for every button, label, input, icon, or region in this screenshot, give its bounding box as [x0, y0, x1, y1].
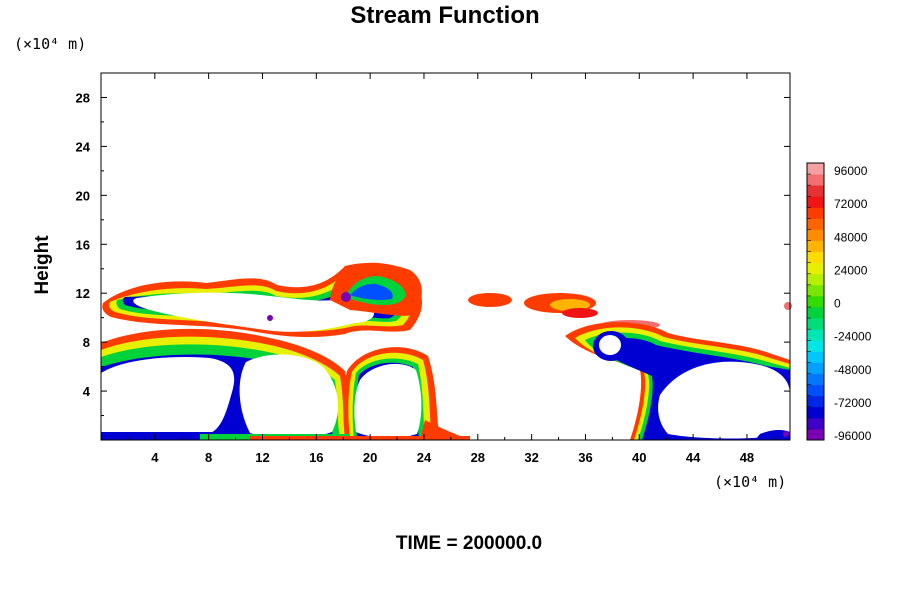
y-unit-label: (×10⁴ m) — [14, 35, 86, 53]
x-tick-label: 36 — [578, 450, 592, 465]
colorbar-swatch — [807, 218, 824, 230]
left-hole-b — [239, 354, 338, 439]
colorbar-swatch — [807, 406, 824, 419]
x-tick-label: 44 — [686, 450, 701, 465]
colorbar-swatch — [807, 417, 824, 430]
colorbar-label: -96000 — [834, 429, 872, 443]
x-tick-label: 40 — [632, 450, 646, 465]
central-cell-hole — [354, 363, 422, 438]
floor-red — [250, 436, 470, 440]
central-cell-tail — [420, 420, 470, 440]
contour-fields — [101, 262, 792, 440]
colorbar-swatch — [807, 362, 824, 374]
chart-title: Stream Function — [350, 2, 539, 29]
colorbar-swatch — [807, 163, 824, 175]
upper-band-hole — [133, 292, 375, 332]
floor-blue-left — [101, 432, 231, 440]
colorbar-swatch — [807, 284, 824, 297]
x-tick-label: 12 — [255, 450, 269, 465]
red-edge-blob — [784, 302, 792, 310]
x-tick-label: 4 — [151, 450, 159, 465]
x-tick-label: 16 — [309, 450, 323, 465]
colorbar-label: 96000 — [834, 164, 868, 178]
red-patch-a — [468, 293, 512, 307]
x-unit-label: (×10⁴ m) — [714, 473, 786, 491]
colorbar-swatch — [807, 240, 824, 253]
colorbar-swatch — [807, 207, 824, 219]
colorbar-label: -24000 — [834, 330, 872, 344]
colorbar-swatch — [807, 185, 824, 197]
colorbar-swatch — [807, 295, 824, 308]
x-tick-label: 24 — [417, 450, 432, 465]
x-tick-label: 20 — [363, 450, 377, 465]
x-tick-label: 8 — [205, 450, 212, 465]
colorbar-label: 24000 — [834, 263, 868, 277]
colorbar-swatch — [807, 229, 824, 241]
colorbar-swatch — [807, 428, 824, 441]
y-tick-label: 20 — [76, 188, 90, 203]
y-axis-label: Height — [32, 235, 53, 295]
colorbar-frame — [806, 162, 825, 441]
colorbar-swatch — [807, 318, 824, 330]
colorbar-swatch — [807, 329, 824, 341]
x-tick-label: 48 — [740, 450, 754, 465]
colorbar-label: 72000 — [834, 197, 868, 211]
colorbar-label: 0 — [834, 297, 841, 311]
red-patch-c — [562, 308, 598, 318]
y-tick-label: 12 — [76, 286, 90, 301]
colorbar-swatch — [807, 196, 824, 208]
purple-dot-c — [783, 431, 789, 437]
colorbar-swatch — [807, 251, 824, 264]
upper-cloud-blue — [350, 283, 393, 300]
right-cell-eye — [599, 335, 621, 355]
right-cell-hole — [658, 361, 790, 439]
colorbar-swatch — [807, 174, 824, 186]
x-axis-ticks: 4 8 12 16 20 24 28 32 36 40 44 48 — [127, 73, 775, 465]
colorbar-swatch — [807, 351, 824, 363]
left-hole-a — [101, 356, 235, 434]
y-tick-label: 24 — [76, 139, 91, 154]
colorbar-swatch — [807, 384, 824, 397]
y-axis-ticks: 4 8 12 16 20 24 28 — [76, 90, 790, 417]
colorbar-swatch — [807, 273, 824, 286]
time-footer: TIME = 200000.0 — [396, 533, 542, 554]
y-tick-label: 16 — [76, 237, 90, 252]
y-tick-label: 8 — [83, 335, 90, 350]
purple-dot-b — [267, 315, 273, 321]
right-floor-band — [755, 430, 790, 440]
x-tick-label: 28 — [471, 450, 485, 465]
y-tick-label: 4 — [83, 384, 91, 399]
colorbar-swatch — [807, 340, 824, 352]
colorbar-swatch — [807, 307, 824, 319]
colorbar-label: 48000 — [834, 230, 868, 244]
purple-dot-a — [341, 292, 351, 302]
plot-frame — [100, 72, 791, 441]
colorbar-label: -48000 — [834, 363, 872, 377]
colorbar-swatch — [807, 262, 824, 275]
colorbar-swatch — [807, 373, 824, 385]
colorbar-label: -72000 — [834, 396, 872, 410]
colorbar-swatch — [807, 395, 824, 408]
colorbar: 96000 72000 48000 24000 0 -24000 -48000 -72000 -… — [806, 162, 872, 443]
x-tick-label: 32 — [524, 450, 538, 465]
y-tick-label: 28 — [76, 90, 90, 105]
